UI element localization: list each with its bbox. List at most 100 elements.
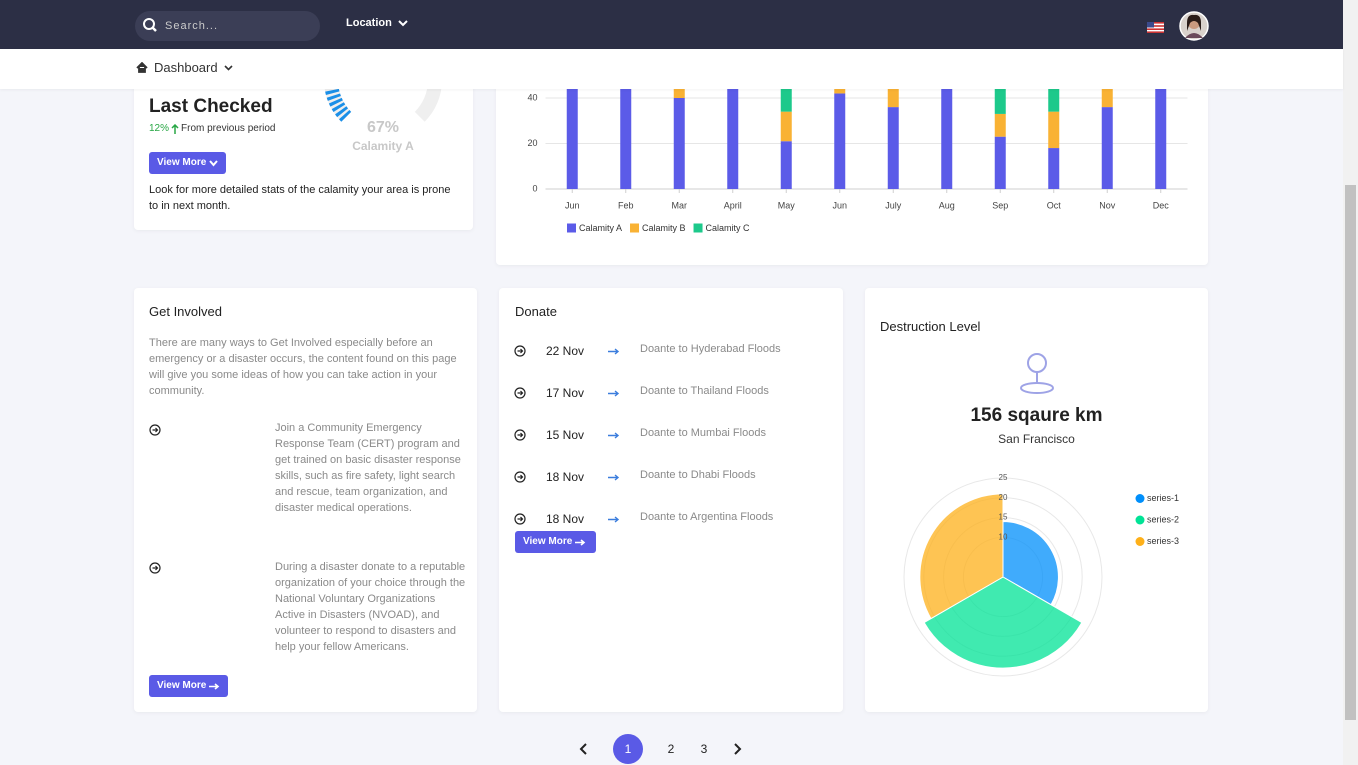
x-tick-label: Aug [939,200,955,210]
arrow [608,474,620,481]
legend-label: series-3 [1147,536,1179,546]
gauge-value: 67% [367,119,399,136]
change-row: 12% From previous period [149,123,276,134]
x-tick-label: April [724,200,742,210]
y-tick-label: 40 [527,92,537,102]
legend-swatch [693,223,703,233]
arrow-icon [514,471,526,483]
involved-item: During a disaster donate to a reputable … [275,561,466,653]
scrollbar[interactable] [1343,0,1358,765]
breadcrumb[interactable]: Dashboard [136,60,233,75]
bar-segment [1101,84,1113,108]
legend-swatch [567,223,576,233]
donate-date: 22 Nov [546,344,585,358]
view-more-button[interactable]: View More [515,531,596,553]
page-number[interactable]: 3 [700,742,708,756]
flag-icon[interactable] [1147,22,1164,33]
bar-segment [834,93,846,189]
view-more-button[interactable]: View More [149,675,229,697]
breadcrumb-bar: Dashboard [0,49,1343,89]
bar-segment [727,75,739,189]
bar-segment [887,88,899,108]
chevron [209,159,219,167]
legend-dot [1135,515,1145,525]
bar-segment [620,79,632,189]
card-title: Donate [515,304,557,319]
r-tick-label: 25 [999,473,1008,482]
intro: There are many ways to Get Involved espe… [149,337,457,397]
page-number[interactable]: 1 [613,734,643,764]
donate-link[interactable]: Doante to Argentina Floods [640,511,774,523]
donate-link[interactable]: Doante to Dhabi Floods [640,469,756,481]
legend-dot [1135,494,1145,503]
donate-link[interactable]: Doante to Hyderabad Floods [640,343,781,355]
pin-icon [1020,353,1054,394]
button-label: View More [157,157,207,168]
location-menu[interactable]: Location [346,17,408,29]
location-label: Location [346,17,392,29]
arrow-icon [149,424,161,436]
involved-item: Join a Community Emergency Response Team… [275,422,461,514]
arrow-icon [149,562,161,574]
legend-label: series-1 [1147,493,1179,503]
up-arrow [171,123,179,134]
search-box[interactable]: Search... [135,11,320,41]
x-tick-label: Feb [618,200,634,210]
legend-label: series-2 [1147,514,1179,524]
button-label: View More [523,536,573,547]
prev-page[interactable] [579,743,589,755]
bar-segment [994,136,1006,189]
bar-segment [1048,88,1060,112]
change-value: 12% [149,123,170,134]
legend-swatch [630,223,640,233]
x-tick-label: Sep [992,200,1008,210]
view-more-button[interactable]: View More [149,152,227,174]
page-number[interactable]: 2 [667,742,675,756]
card-title: Get Involved [149,304,222,319]
donate-date: 18 Nov [546,470,585,484]
bar-segment [1048,111,1060,149]
home-icon [136,62,148,73]
legend-label: Calamity A [579,223,622,233]
place: San Francisco [998,432,1075,446]
scroll-thumb[interactable] [1345,185,1356,720]
bar-segment [994,113,1006,137]
avatar[interactable] [1179,11,1209,41]
arrow [608,390,620,397]
donate-date: 18 Nov [546,512,585,526]
bar-segment [994,86,1006,114]
grid-circle [903,477,1103,677]
breadcrumb-label: Dashboard [154,60,218,75]
card-title: Destruction Level [880,319,981,334]
r-tick-label: 15 [999,513,1008,522]
bar-segment [780,141,792,189]
polar-wedge [1002,521,1059,606]
arrow [575,538,586,546]
bar-segment [887,107,899,189]
arrow-icon [514,387,526,399]
bar-segment [673,86,685,98]
donate-link[interactable]: Doante to Thailand Floods [640,385,769,397]
legend-label: Calamity C [706,223,751,233]
chevron [224,64,233,71]
gauge-label: Calamity A [352,139,414,153]
arrow [608,516,620,523]
legend-dot [1135,537,1145,546]
x-tick-label: Jun [832,200,847,210]
y-tick-label: 20 [527,138,537,148]
arrow-icon [514,345,526,357]
r-tick-label: 20 [999,493,1008,502]
x-tick-label: May [778,200,796,210]
next-page[interactable] [732,743,742,755]
x-tick-label: Mar [672,200,688,210]
x-tick-label: Oct [1047,200,1062,210]
top-bar: Search... Location [0,0,1343,49]
last-checked-title: Last Checked [149,96,273,117]
donate-card: Donate 22 Nov Doante to Hyderabad Floods 1… [499,288,843,712]
arrow-icon [514,429,526,441]
chevron [398,19,408,26]
x-tick-label: Nov [1099,200,1116,210]
x-tick-label: Dec [1153,200,1170,210]
donate-link[interactable]: Doante to Mumbai Floods [640,427,766,439]
arrow [608,348,620,355]
